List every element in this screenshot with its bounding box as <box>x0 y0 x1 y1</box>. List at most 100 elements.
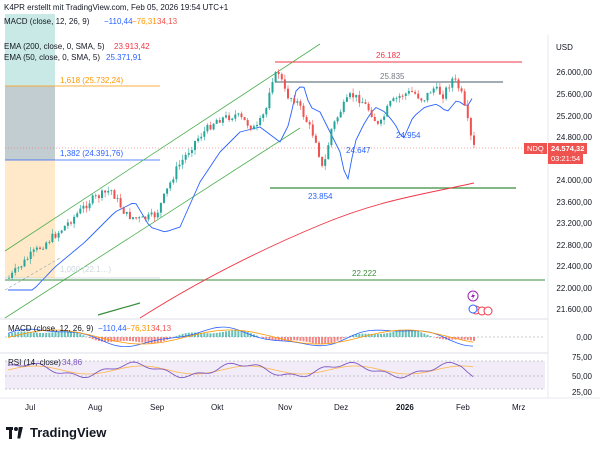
candle-body <box>79 208 82 214</box>
candle-body <box>290 98 293 100</box>
candle-body <box>48 241 51 243</box>
candle-body <box>138 217 141 219</box>
candle-body <box>383 116 386 120</box>
candle-body <box>197 138 200 142</box>
candle-body <box>190 150 193 154</box>
candle-body <box>407 91 410 94</box>
macd-histogram-bar <box>88 337 91 338</box>
macd-pane-v3: 34,13 <box>151 324 172 333</box>
ema200-label[interactable]: EMA (200, close, 0, SMA, 5) <box>4 42 105 51</box>
macd-histogram-bar <box>271 337 274 341</box>
price-axis-label: 22.800,00 <box>556 241 592 250</box>
rsi-pane-label[interactable]: RSI (14, close) <box>8 358 61 367</box>
candle-body <box>469 118 472 136</box>
candle-body <box>187 153 190 155</box>
macd-histogram-bar <box>314 337 317 344</box>
candle-body <box>218 120 221 123</box>
candle-body <box>466 104 469 119</box>
macd-histogram-bar <box>57 331 60 337</box>
candle-body <box>314 135 317 143</box>
candles-group <box>8 69 475 281</box>
macd-histogram-bar <box>237 330 240 337</box>
candle-body <box>159 202 162 213</box>
macd-header-label[interactable]: MACD (close, 12, 26, 9) <box>4 17 90 26</box>
candle-body <box>451 78 454 88</box>
macd-histogram-bar <box>401 329 404 337</box>
candle-body <box>42 248 45 250</box>
macd-histogram-bar <box>364 333 367 337</box>
candle-body <box>221 117 224 123</box>
macd-histogram-bar <box>265 337 268 340</box>
ticker-countdown-tag: 03:21:54 <box>548 153 584 164</box>
macd-histogram-bar <box>197 332 200 337</box>
macd-histogram-bar <box>206 333 209 337</box>
rsi-axis-label: 50,00 <box>571 372 592 381</box>
macd-pane-label[interactable]: MACD (close, 12, 26, 9) <box>8 324 94 333</box>
short-trend-line <box>97 302 141 316</box>
candle-body <box>17 267 20 269</box>
candle-body <box>426 92 429 101</box>
time-axis-label: Sep <box>150 403 165 412</box>
candle-body <box>299 101 302 106</box>
candle-body <box>277 72 280 75</box>
rsi-pane-value: 34,86 <box>62 358 83 367</box>
ema50-label[interactable]: EMA (50, close, 0, SMA, 5) <box>4 53 101 62</box>
macd-histogram-bar <box>290 337 293 341</box>
candle-body <box>91 195 94 204</box>
candle-body <box>156 212 159 218</box>
candle-body <box>246 120 249 126</box>
candle-body <box>107 191 110 193</box>
candle-body <box>209 125 212 130</box>
candle-body <box>311 124 314 136</box>
macd-histogram-bar <box>389 332 392 337</box>
candle-body <box>305 116 308 123</box>
fib-zone-orange <box>5 160 55 278</box>
macd-header-v3: 34,13 <box>157 17 178 26</box>
candle-body <box>141 216 144 218</box>
ema50-value: 25.371,91 <box>106 53 142 62</box>
ticker-symbol-tag[interactable]: NDQ <box>524 143 547 154</box>
candle-body <box>116 198 119 199</box>
candle-body <box>26 259 29 260</box>
event-earnings-icon-3[interactable] <box>483 306 493 316</box>
price-axis-label: 24.800,00 <box>556 133 592 142</box>
tradingview-logo[interactable]: TradingView <box>6 425 106 440</box>
macd-histogram-bar <box>383 333 386 337</box>
event-earnings-icon-4[interactable] <box>468 304 478 314</box>
candle-body <box>386 105 389 117</box>
candle-body <box>460 88 463 92</box>
candle-body <box>432 88 435 93</box>
candle-body <box>94 195 97 197</box>
candle-body <box>104 190 107 193</box>
macd-histogram-bar <box>184 333 187 337</box>
candle-body <box>342 101 345 112</box>
candle-body <box>457 79 460 89</box>
candle-body <box>113 190 116 199</box>
macd-histogram-bar <box>469 337 472 341</box>
candle-body <box>370 110 373 117</box>
candle-body <box>212 123 215 130</box>
candle-body <box>367 103 370 111</box>
candle-body <box>249 125 252 130</box>
candle-body <box>29 251 32 260</box>
macd-histogram-bar <box>11 332 14 337</box>
candle-body <box>404 93 407 96</box>
candle-body <box>240 113 243 118</box>
macd-histogram-bar <box>29 332 32 337</box>
time-axis-label: Feb <box>456 403 470 412</box>
macd-histogram-bar <box>104 337 107 342</box>
chart-credit: K4PR erstellt mit TradingView.com, Feb 0… <box>4 3 229 12</box>
candle-body <box>423 100 426 102</box>
macd-histogram-bar <box>17 331 20 337</box>
candle-body <box>389 101 392 106</box>
candle-body <box>11 272 14 278</box>
macd-histogram-bar <box>221 331 224 337</box>
candle-body <box>234 114 237 119</box>
macd-histogram-bar <box>246 332 249 337</box>
candle-body <box>265 108 268 115</box>
candle-body <box>438 86 441 95</box>
candle-body <box>153 212 156 218</box>
macd-histogram-bar <box>70 331 72 337</box>
candle-body <box>318 142 320 157</box>
